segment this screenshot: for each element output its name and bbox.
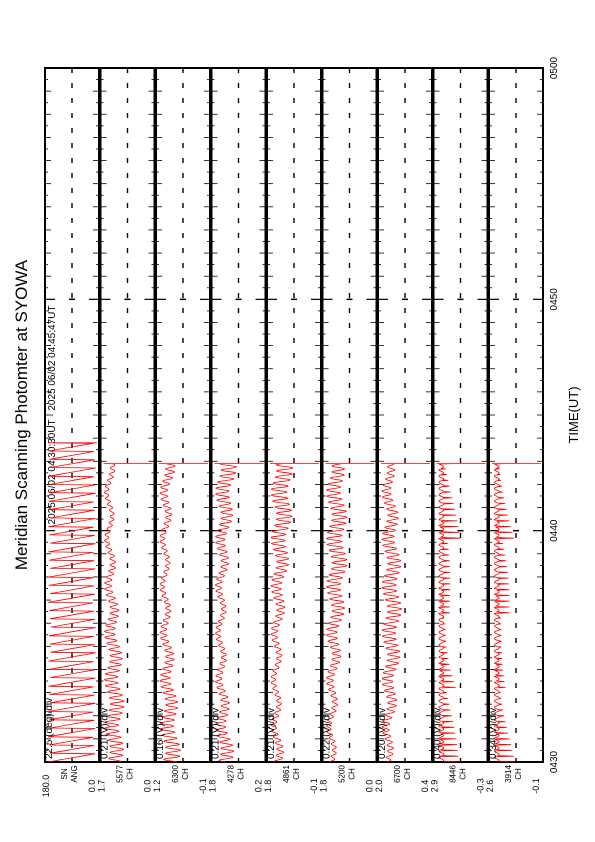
x-tick-label-0450: 0450 — [549, 288, 560, 311]
panel-top-value: 2.9 — [430, 780, 440, 793]
panel-axis-label: 5200 — [338, 765, 347, 783]
panel-axis-label: CH — [403, 768, 412, 780]
panel-axis-label: 8446 — [449, 765, 458, 783]
panel-axis-label: 6300 — [171, 765, 180, 783]
panel-scale-label: 0.20 (V)/div — [377, 708, 388, 759]
panel-axis-label: CH — [514, 768, 523, 780]
signal-trace — [270, 463, 319, 763]
panel-bottom-value: 0.0 — [365, 780, 375, 793]
signal-trace — [103, 463, 153, 763]
panel-bottom-value: 0.0 — [87, 780, 97, 793]
panel-scale-label: 0.21 (V)/div — [211, 708, 222, 759]
panels-group: 0430 0440 0450 0500 22.5 (deg)/div 180.0 0.0 SN… — [41, 56, 560, 797]
panel-axis-label: 3914 — [504, 765, 513, 783]
panel-top-value: 1.8 — [208, 780, 218, 793]
x-tick-label-0430: 0430 — [549, 750, 560, 773]
chart-title: Meridian Scanning Photomter at SYOWA — [12, 259, 31, 570]
x-axis-title: TIME(UT) — [566, 386, 581, 443]
signal-trace — [381, 463, 430, 763]
panel-axis-label: ANG — [70, 765, 79, 782]
panel-axis-label: CH — [292, 768, 301, 780]
panel-axis-label: 5577 — [116, 765, 125, 783]
panel-bottom-value: 0.4 — [420, 780, 430, 793]
panel-scale-label: 0.21 (V)/div — [266, 708, 277, 759]
signal-trace — [492, 463, 541, 763]
panel-scale-label: 0.34 (V)/div — [488, 708, 499, 759]
panel-6: 0.22 (V)/div 1.8 0.0 5200 CH — [319, 67, 378, 793]
panel-axis-label: CH — [181, 768, 190, 780]
panel-scale-label: 0.16 (V)/div — [155, 708, 166, 759]
panel-bottom-value: 0.0 — [143, 780, 153, 793]
panel-4: 0.21 (V)/div 1.8 0.2 4278 CH — [208, 67, 267, 793]
panel-5: 0.21 (V)/div 1.8 -0.1 4861 CH — [263, 67, 322, 794]
panel-top-value: 1.7 — [97, 780, 107, 793]
signal-trace — [325, 463, 375, 763]
panel-scale-label: 22.5 (deg)/div — [44, 698, 55, 759]
panel-bottom-value: -0.1 — [531, 778, 541, 794]
panel-bottom-value: 0.2 — [254, 780, 264, 793]
panel-bottom-value: -0.3 — [476, 778, 486, 794]
panel-scale-label: 0.40 (V)/div — [433, 708, 444, 759]
time-range-label: 2025 06/02 04:30:30UT - 2025 06/02 04:45… — [47, 306, 58, 525]
x-tick-label-0500: 0500 — [549, 56, 560, 79]
signal-trace — [436, 463, 486, 763]
signal-trace — [47, 442, 97, 763]
panel-scale-label: 0.21 (V)/div — [100, 708, 111, 759]
panel-8: 0.40 (V)/div 2.9 -0.3 8446 CH — [430, 67, 489, 794]
panel-7: 0.20 (V)/div 2.0 0.4 6700 CH — [374, 67, 433, 793]
panel-axis-label: 4278 — [227, 765, 236, 783]
panel-bottom-value: -0.1 — [309, 778, 319, 794]
panel-top-value: 2.6 — [485, 780, 495, 793]
panel-top-value: 1.8 — [263, 780, 273, 793]
panel-bottom-value: -0.1 — [198, 778, 208, 794]
panel-top-value: 180.0 — [41, 775, 51, 798]
panel-1: 22.5 (deg)/div 180.0 0.0 SN ANG — [41, 67, 100, 798]
panel-top-value: 2.0 — [374, 780, 384, 793]
panel-axis-label: 4861 — [282, 765, 291, 783]
panel-scale-label: 0.22 (V)/div — [322, 708, 333, 759]
panel-axis-label: CH — [459, 768, 468, 780]
panel-axis-label: CH — [237, 768, 246, 780]
signal-trace — [159, 463, 208, 763]
panel-3: 0.16 (V)/div 1.2 -0.1 6300 CH — [152, 67, 211, 794]
x-tick-label-0440: 0440 — [549, 519, 560, 542]
panel-axis-label: CH — [126, 768, 135, 780]
panel-2: 0.21 (V)/div 1.7 0.0 5577 CH — [97, 67, 156, 793]
panel-9: 0.34 (V)/div 2.6 -0.1 3914 CH — [485, 67, 544, 794]
panel-top-value: 1.2 — [152, 780, 162, 793]
signal-trace — [214, 463, 264, 763]
panel-top-value: 1.8 — [319, 780, 329, 793]
panel-axis-label: SN — [60, 768, 69, 779]
panel-axis-label: CH — [348, 768, 357, 780]
panel-axis-label: 6700 — [393, 765, 402, 783]
